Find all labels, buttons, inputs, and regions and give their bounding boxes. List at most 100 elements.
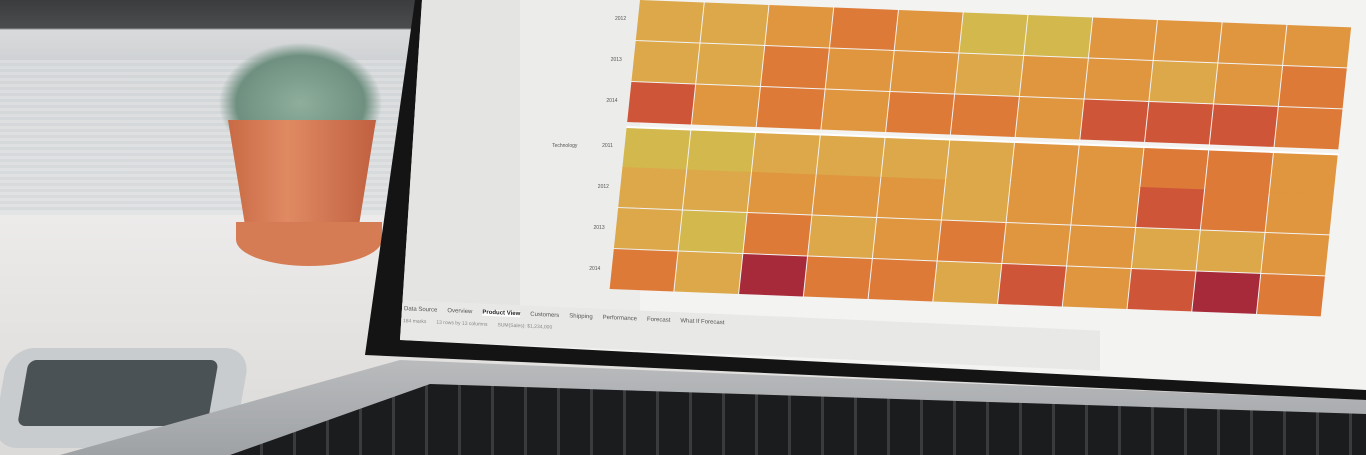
heatmap-cell[interactable] bbox=[998, 263, 1066, 307]
heatmap-cell[interactable] bbox=[890, 50, 959, 94]
heatmap-cell[interactable] bbox=[756, 86, 825, 130]
sheet-tab[interactable]: What If Forecast bbox=[680, 318, 725, 327]
heatmap-cell[interactable] bbox=[872, 217, 941, 261]
heatmap-cell[interactable] bbox=[816, 135, 885, 178]
heatmap-cell[interactable] bbox=[1274, 106, 1343, 150]
heatmap-cell[interactable] bbox=[1084, 58, 1153, 101]
heatmap-cell[interactable] bbox=[1019, 55, 1088, 99]
heatmap bbox=[605, 0, 1352, 357]
heatmap-cell[interactable] bbox=[877, 176, 946, 220]
heatmap-cell[interactable] bbox=[1067, 225, 1136, 268]
heatmap-cell[interactable] bbox=[765, 4, 834, 48]
heatmap-cell[interactable] bbox=[808, 215, 877, 258]
succulent-plant bbox=[218, 42, 383, 130]
heatmap-cell[interactable] bbox=[881, 137, 950, 181]
heatmap-cell[interactable] bbox=[747, 171, 816, 215]
heatmap-cell[interactable] bbox=[1075, 145, 1144, 188]
heatmap-cell[interactable] bbox=[696, 43, 765, 86]
sheet-tab[interactable]: Forecast bbox=[647, 316, 671, 324]
sheet-tab[interactable]: Product View bbox=[482, 309, 521, 318]
heatmap-cell[interactable] bbox=[1214, 63, 1283, 106]
heatmap-cell[interactable] bbox=[1265, 191, 1334, 235]
heatmap-cell[interactable] bbox=[1196, 230, 1265, 273]
row-label-year: 2013 bbox=[610, 57, 622, 63]
heatmap-cell[interactable] bbox=[751, 132, 820, 176]
heatmap-cell[interactable] bbox=[760, 45, 829, 89]
row-label-year: 2012 bbox=[597, 184, 609, 190]
flower-pot bbox=[228, 120, 376, 230]
heatmap-cell[interactable] bbox=[1218, 22, 1287, 65]
heatmap-cell[interactable] bbox=[1209, 104, 1278, 147]
heatmap-cell[interactable] bbox=[1006, 181, 1075, 225]
row-label-year: 2014 bbox=[589, 266, 601, 272]
sheet-tab[interactable]: Performance bbox=[602, 314, 638, 323]
heatmap-cell[interactable] bbox=[955, 53, 1024, 96]
heatmap-cell[interactable] bbox=[821, 89, 890, 132]
sheet-tab[interactable]: Overview bbox=[447, 308, 473, 316]
heatmap-cell[interactable] bbox=[1145, 101, 1214, 145]
heatmap-cell[interactable] bbox=[1071, 184, 1140, 227]
row-label-year: 2011 bbox=[602, 143, 613, 149]
heatmap-cell[interactable] bbox=[1002, 222, 1071, 266]
heatmap-cell[interactable] bbox=[1062, 266, 1131, 309]
pot-saucer bbox=[236, 222, 382, 266]
heatmap-cell[interactable] bbox=[1261, 232, 1330, 276]
heatmap-cell[interactable] bbox=[868, 258, 937, 302]
heatmap-cell[interactable] bbox=[682, 169, 751, 212]
heatmap-cell[interactable] bbox=[739, 253, 808, 297]
status-text: 13 rows by 13 columns bbox=[436, 319, 488, 328]
heatmap-cell[interactable] bbox=[743, 212, 812, 256]
heatmap-cell[interactable] bbox=[618, 167, 687, 210]
heatmap-cell[interactable] bbox=[1149, 60, 1218, 104]
heatmap-cell[interactable] bbox=[933, 261, 1002, 304]
heatmap-cell[interactable] bbox=[1278, 65, 1347, 109]
heatmap-cell[interactable] bbox=[830, 7, 898, 50]
heatmap-cell[interactable] bbox=[613, 208, 682, 251]
heatmap-cell[interactable] bbox=[627, 82, 696, 125]
laptop-screen: 2012 2013 2014 2011 Technology 2012 2013 2014 D… bbox=[400, 0, 1366, 390]
heatmap-cell[interactable] bbox=[1283, 24, 1352, 68]
heatmap-cell[interactable] bbox=[687, 130, 756, 173]
phone-screen bbox=[17, 360, 219, 426]
heatmap-cell[interactable] bbox=[1136, 186, 1205, 230]
heatmap-cell[interactable] bbox=[1269, 152, 1338, 196]
heatmap-cell[interactable] bbox=[609, 249, 678, 292]
heatmap-cell[interactable] bbox=[812, 174, 881, 217]
heatmap-cell[interactable] bbox=[1127, 268, 1196, 312]
heatmap-cell[interactable] bbox=[1088, 17, 1157, 60]
status-bar: 184 marks 13 rows by 13 columns SUM(Sales)… bbox=[403, 318, 552, 331]
heatmap-cell[interactable] bbox=[674, 251, 743, 294]
heatmap-cell[interactable] bbox=[1131, 227, 1200, 271]
heatmap-cell[interactable] bbox=[1204, 150, 1273, 193]
heatmap-cell[interactable] bbox=[941, 179, 1010, 222]
heatmap-cell[interactable] bbox=[691, 84, 760, 127]
heatmap-cell[interactable] bbox=[1010, 142, 1079, 186]
heatmap-cell[interactable] bbox=[803, 256, 872, 299]
sheet-tab[interactable]: Data Source bbox=[404, 306, 438, 314]
heatmap-cell[interactable] bbox=[1153, 19, 1222, 63]
heatmap-cell[interactable] bbox=[678, 210, 747, 253]
heatmap-cell[interactable] bbox=[937, 220, 1006, 263]
sheet-tab[interactable]: Customers bbox=[530, 311, 560, 319]
heatmap-cell[interactable] bbox=[631, 41, 700, 84]
sheet-tab[interactable]: Shipping bbox=[569, 313, 593, 321]
heatmap-cell[interactable] bbox=[950, 94, 1019, 137]
row-label-year: 2013 bbox=[593, 225, 605, 231]
heatmap-cell[interactable] bbox=[1080, 99, 1149, 142]
status-text: SUM(Sales): $1,234,000 bbox=[497, 322, 553, 331]
heatmap-cell[interactable] bbox=[700, 2, 769, 45]
heatmap-cell[interactable] bbox=[894, 9, 963, 53]
heatmap-cell[interactable] bbox=[886, 91, 955, 135]
heatmap-cell[interactable] bbox=[959, 12, 1028, 55]
heatmap-cell[interactable] bbox=[1024, 14, 1093, 58]
heatmap-cell[interactable] bbox=[635, 0, 704, 43]
heatmap-cell[interactable] bbox=[1257, 273, 1325, 317]
heatmap-cell[interactable] bbox=[1192, 271, 1261, 314]
heatmap-cell[interactable] bbox=[825, 48, 894, 91]
heatmap-cell[interactable] bbox=[1200, 189, 1269, 232]
heatmap-cell[interactable] bbox=[1140, 147, 1209, 191]
heatmap-cell[interactable] bbox=[946, 140, 1014, 183]
status-text: 184 marks bbox=[403, 318, 427, 326]
heatmap-cell[interactable] bbox=[622, 128, 691, 171]
heatmap-cell[interactable] bbox=[1015, 96, 1084, 140]
